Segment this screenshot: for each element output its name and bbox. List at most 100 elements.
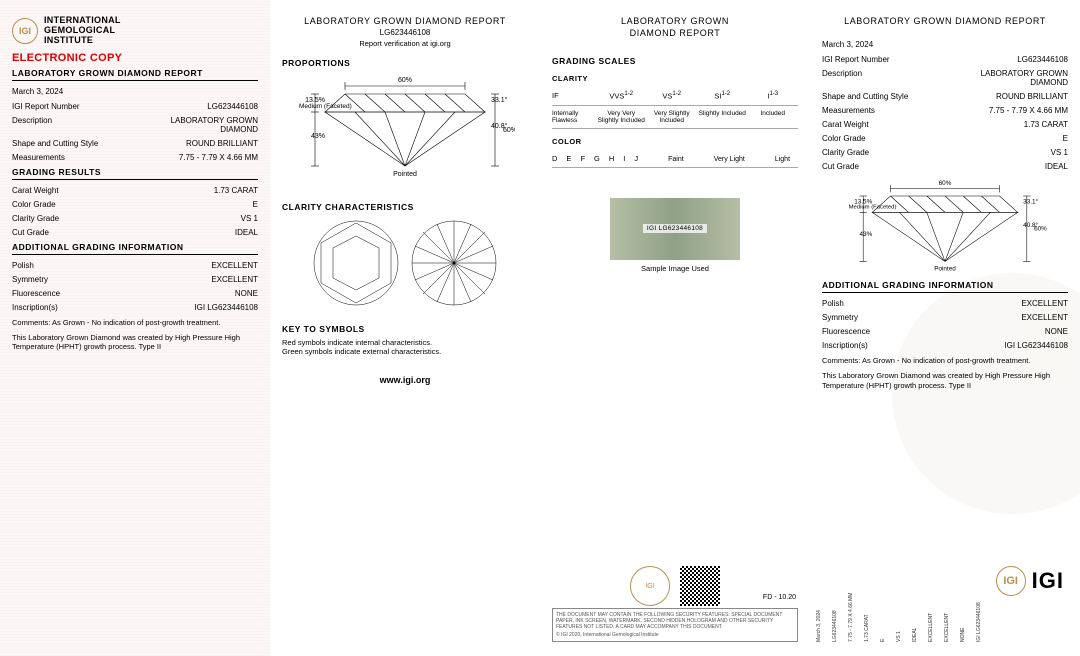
qr-code-icon — [680, 566, 720, 606]
label: Measurements — [822, 106, 875, 115]
divider — [12, 80, 258, 81]
disclaimer-text: THE DOCUMENT MAY CONTAIN THE FOLLOWING S… — [556, 612, 782, 630]
label: IGI Report Number — [12, 102, 80, 111]
color-scale-row: DEFGHIJ FaintVery LightLight — [552, 150, 798, 168]
additional-info-title: ADDITIONAL GRADING INFORMATION — [822, 280, 1068, 290]
label: Inscription(s) — [12, 303, 58, 312]
label: Shape and Cutting Style — [12, 139, 98, 148]
sample-inscription: IGI LG623446108 — [643, 224, 707, 233]
divider — [822, 292, 1068, 293]
kv-clarity: Clarity Grade VS 1 — [822, 148, 1068, 157]
report-title-line1: LABORATORY GROWN — [552, 16, 798, 26]
label: Polish — [12, 261, 34, 270]
grading-scales-title: GRADING SCALES — [552, 56, 798, 66]
color-letter: F — [580, 154, 585, 163]
vertical-summary-strip: March 3, 2024LG6234461087.75 - 7.79 X 4.… — [822, 606, 1000, 642]
kv-color: Color Grade E — [12, 200, 258, 209]
kv-measurements: Measurements 7.75 - 7.79 X 4.66 MM — [822, 106, 1068, 115]
form-code: FD - 10.20 — [763, 594, 796, 601]
label: Fluorescence — [822, 327, 870, 336]
label: Cut Grade — [822, 162, 859, 171]
label: Color Grade — [12, 200, 56, 209]
svg-text:33.1°: 33.1° — [1023, 197, 1038, 205]
svg-text:Pointed: Pointed — [934, 266, 956, 273]
value: EXCELLENT — [211, 275, 258, 284]
value: 7.75 - 7.79 X 4.66 MM — [989, 106, 1068, 115]
report-title-line2: DIAMOND REPORT — [552, 28, 798, 38]
value: VS 1 — [1051, 148, 1068, 157]
label: Inscription(s) — [822, 341, 868, 350]
vertical-item: 7.75 - 7.79 X 4.66 MM — [848, 593, 854, 642]
kv-measurements: Measurements7.75 - 7.79 X 4.66 MM — [12, 153, 258, 162]
comments: Comments: As Grown - No indication of po… — [12, 318, 258, 327]
color-group: Light — [775, 156, 790, 163]
vertical-item: E — [880, 639, 886, 642]
report-page: IGI INTERNATIONAL GEMOLOGICAL INSTITUTE … — [0, 0, 1080, 656]
report-title: LABORATORY GROWN DIAMOND REPORT — [12, 68, 258, 78]
clarity-diagrams — [282, 218, 528, 308]
vertical-item: EXCELLENT — [928, 613, 934, 642]
svg-text:60%: 60% — [1034, 226, 1047, 233]
label: Symmetry — [12, 275, 48, 284]
value: NONE — [235, 289, 258, 298]
color-letter: H — [609, 154, 614, 163]
vertical-item: LG623446108 — [832, 610, 838, 642]
kv-description: Description LABORATORY GROWN DIAMOND — [12, 116, 258, 134]
svg-text:60%: 60% — [939, 180, 952, 187]
copyright: © IGI 2020, International Gemological In… — [556, 632, 794, 638]
key-green: Green symbols indicate external characte… — [282, 347, 528, 356]
kv-inscription: Inscription(s)IGI LG623446108 — [822, 341, 1068, 350]
grading-results-title: GRADING RESULTS — [12, 167, 258, 177]
svg-text:Medium (Faceted): Medium (Faceted) — [849, 205, 897, 211]
sample-image: IGI LG623446108 — [610, 198, 740, 260]
kv-symmetry: SymmetryEXCELLENT — [822, 313, 1068, 322]
vertical-item: VS 1 — [896, 631, 902, 642]
label: Description — [822, 69, 862, 87]
value: NONE — [1045, 327, 1068, 336]
label: Clarity Grade — [822, 148, 869, 157]
prop-depth: 60% — [503, 127, 515, 134]
kv-report-number: IGI Report NumberLG623446108 — [822, 55, 1068, 64]
kv-cut: Cut GradeIDEAL — [12, 228, 258, 237]
label: IGI Report Number — [822, 55, 890, 64]
clarity-scale-desc: Internally FlawlessVery Very Slightly In… — [552, 106, 798, 129]
electronic-copy-badge: ELECTRONIC COPY — [12, 52, 258, 64]
panel-summary-right: LABORATORY GROWN DIAMOND REPORT March 3,… — [810, 0, 1080, 656]
disclaimer: THE DOCUMENT MAY CONTAIN THE FOLLOWING S… — [552, 608, 798, 642]
value: IDEAL — [1045, 162, 1068, 171]
color-scale-label: COLOR — [552, 137, 798, 146]
kv-cut: Cut Grade IDEAL — [822, 162, 1068, 171]
value: E — [1063, 134, 1068, 143]
igi-logo-text: IGI — [1032, 568, 1064, 594]
label: Description — [12, 116, 52, 134]
value: 7.75 - 7.79 X 4.66 MM — [179, 153, 258, 162]
color-letter: J — [634, 154, 638, 163]
verify-note: Report verification at igi.org — [282, 39, 528, 48]
value: VS 1 — [241, 214, 258, 223]
label: Shape and Cutting Style — [822, 92, 908, 101]
clarity-head: IF — [552, 91, 596, 101]
value: EXCELLENT — [1021, 299, 1068, 308]
value: 1.73 CARAT — [1024, 120, 1068, 129]
label: Polish — [822, 299, 844, 308]
kv-fluorescence: Fluorescence NONE — [822, 327, 1068, 336]
value: IGI LG623446108 — [194, 303, 258, 312]
vertical-item: IDEAL — [912, 628, 918, 642]
clarity-scale-label: CLARITY — [552, 74, 798, 83]
report-title: LABORATORY GROWN DIAMOND REPORT — [822, 16, 1068, 26]
value: LG623446108 — [207, 102, 258, 111]
value: E — [253, 200, 258, 209]
kv-clarity: Clarity GradeVS 1 — [12, 214, 258, 223]
clarity-title: CLARITY CHARACTERISTICS — [282, 202, 528, 212]
kv-inscription: Inscription(s) IGI LG623446108 — [12, 303, 258, 312]
security-seal-icon: IGI — [630, 566, 670, 606]
clarity-head: SI1-2 — [697, 91, 748, 101]
color-scale: COLOR DEFGHIJ FaintVery LightLight — [552, 137, 798, 168]
value: LABORATORY GROWN DIAMOND — [138, 116, 258, 134]
panel-proportions: LABORATORY GROWN DIAMOND REPORT LG623446… — [270, 0, 540, 656]
color-letters: DEFGHIJ — [552, 154, 638, 163]
institute-line: INSTITUTE — [44, 36, 121, 46]
svg-text:43%: 43% — [860, 231, 873, 238]
label: Fluorescence — [12, 289, 60, 298]
clarity-bottom-icon — [409, 218, 499, 308]
